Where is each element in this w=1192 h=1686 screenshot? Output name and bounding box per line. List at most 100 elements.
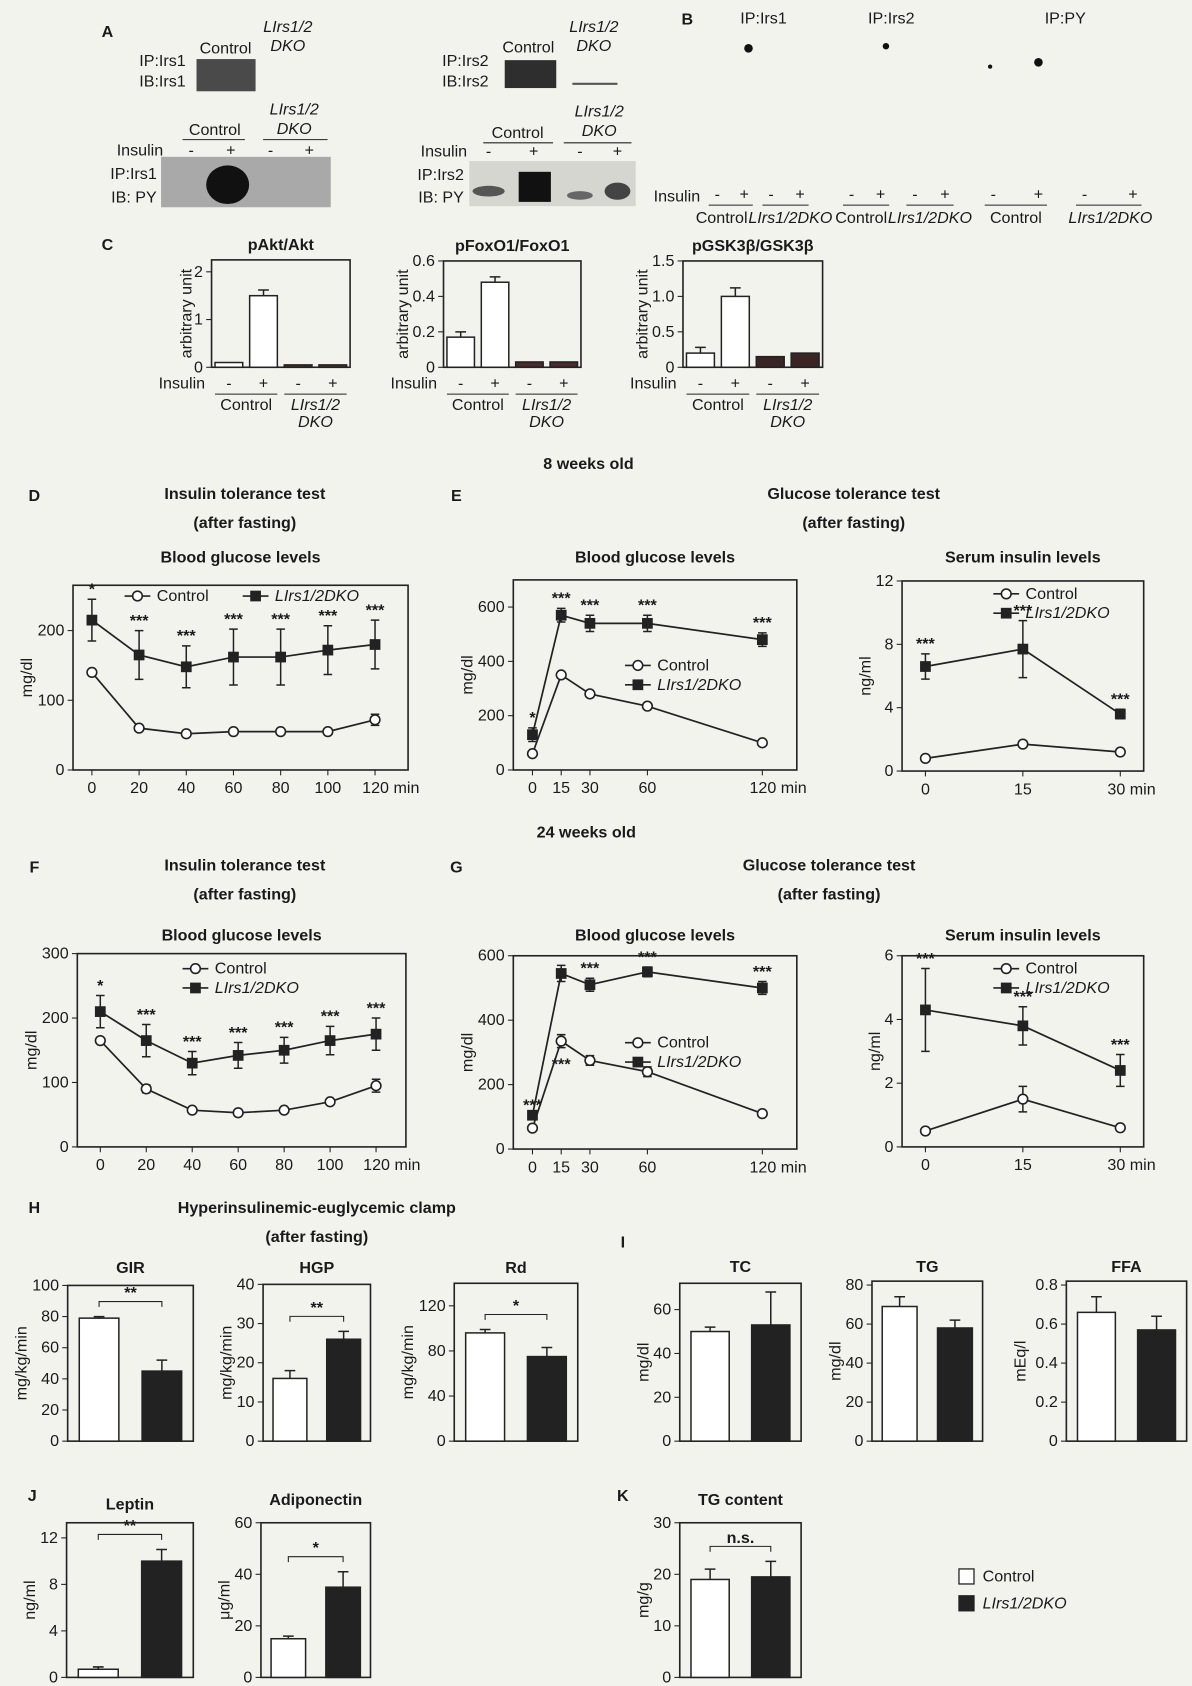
y-tick-label: 2 [885,1074,894,1092]
significance: *** [523,1097,543,1115]
legend-marker [133,591,143,601]
section-title: Glucose tolerance test [743,857,916,875]
data-point [1018,1094,1028,1104]
blot-lane-label: Control [502,38,554,56]
data-point [757,634,768,645]
y-tick-label: 0.6 [413,252,435,270]
significance: * [529,709,536,727]
data-point [556,610,567,621]
data-point [643,1067,653,1077]
y-tick-label: 80 [428,1342,446,1360]
data-point [279,1105,289,1115]
section-title: Glucose tolerance test [767,485,940,503]
x-tick-label: - [295,374,300,392]
blot-row-label: IB: PY [418,189,464,207]
y-tick-label: 600 [478,947,505,965]
significance: *** [1111,1036,1131,1054]
blot-row-label: IB:Irs1 [139,73,186,91]
y-axis-label: mg/dl [634,1343,652,1382]
y-axis-label: mg/g [634,1582,652,1618]
chart-title: Serum insulin levels [945,548,1101,566]
x-tick-label: 60 [638,779,656,797]
data-point [87,615,98,626]
x-tick-label: + [490,374,499,392]
legend-marker [190,983,201,994]
insulin-sign: + [529,142,538,160]
data-point [134,723,144,733]
blot-spot [988,64,992,68]
x-tick-label: 80 [275,1156,293,1174]
y-tick-label: 80 [41,1308,59,1326]
y-tick-label: 20 [237,1354,255,1372]
chart-title: TC [730,1258,752,1276]
data-point [528,1123,538,1133]
y-tick-label: 40 [41,1370,59,1388]
y-tick-label: 0 [662,1668,671,1686]
y-tick-label: 30 [237,1315,255,1333]
insulin-sign: - [768,185,773,203]
y-tick-label: 10 [237,1393,255,1411]
x-tick-label: 120 min [749,1158,806,1176]
y-tick-label: 0 [246,1432,255,1450]
legend-marker [1001,983,1012,994]
significance: *** [367,999,387,1017]
data-point [279,1045,290,1056]
data-point [134,650,145,661]
insulin-sign: - [486,142,491,160]
chart-title: Serum insulin levels [945,926,1101,944]
panel-letter: F [29,859,39,877]
significance: *** [229,1024,249,1042]
legend-label: Control [657,1034,709,1052]
y-tick-label: 0 [496,761,505,779]
insulin-sign: + [795,185,804,203]
legend-label: LIrs1/2DKO [215,979,300,997]
legend-marker [250,591,261,602]
blot-column-label: IP:Irs2 [868,9,915,27]
blot-lane-label: LIrs1/2 [575,103,624,121]
legend-label: Control [1026,585,1078,603]
data-point [187,1058,198,1069]
x-tick-label: + [328,374,337,392]
significance: * [513,1297,520,1315]
bar [550,362,577,367]
data-point [556,1036,566,1046]
significance: ** [311,1299,324,1317]
chart-title: pAkt/Akt [248,236,315,254]
legend-label: Control [157,587,209,605]
blot-row-label: IP:Irs2 [442,52,489,70]
insulin-sign: + [613,142,622,160]
chart-title: Leptin [106,1496,154,1514]
y-axis-label: ng/ml [21,1580,39,1619]
blot-spot [744,44,753,53]
insulin-sign: + [305,141,314,159]
y-tick-label: 0.4 [1035,1354,1057,1372]
bar [691,1332,729,1442]
significance: *** [552,590,572,608]
panel-letter: H [29,1199,41,1217]
insulin-sign: - [188,141,193,159]
panel-letter: C [102,236,114,254]
insulin-sign: + [1128,185,1137,203]
panel-letter: J [28,1487,37,1505]
section-title: Hyperinsulinemic-euglycemic clamp [178,1199,456,1217]
data-point [642,966,653,977]
x-tick-label: 120 min [362,779,419,797]
x-tick-label: + [559,374,568,392]
data-point [1115,709,1126,720]
blot-lane-label: DKO [277,120,312,138]
y-tick-label: 40 [237,1275,255,1293]
y-tick-label: 20 [41,1401,59,1419]
data-point [1017,1020,1028,1031]
y-tick-label: 6 [885,947,894,965]
panel-letter: E [451,487,462,505]
section-title: (after fasting) [193,886,296,904]
significance: *** [183,1033,203,1051]
data-point [181,729,191,739]
data-point [228,652,239,663]
significance: *** [753,963,773,981]
y-axis-label: ng/ml [866,1032,884,1071]
data-point [233,1050,244,1061]
legend-label: LIrs1/2DKO [1026,604,1111,622]
legend-swatch [959,1596,974,1611]
x-tick-label: 60 [229,1156,247,1174]
